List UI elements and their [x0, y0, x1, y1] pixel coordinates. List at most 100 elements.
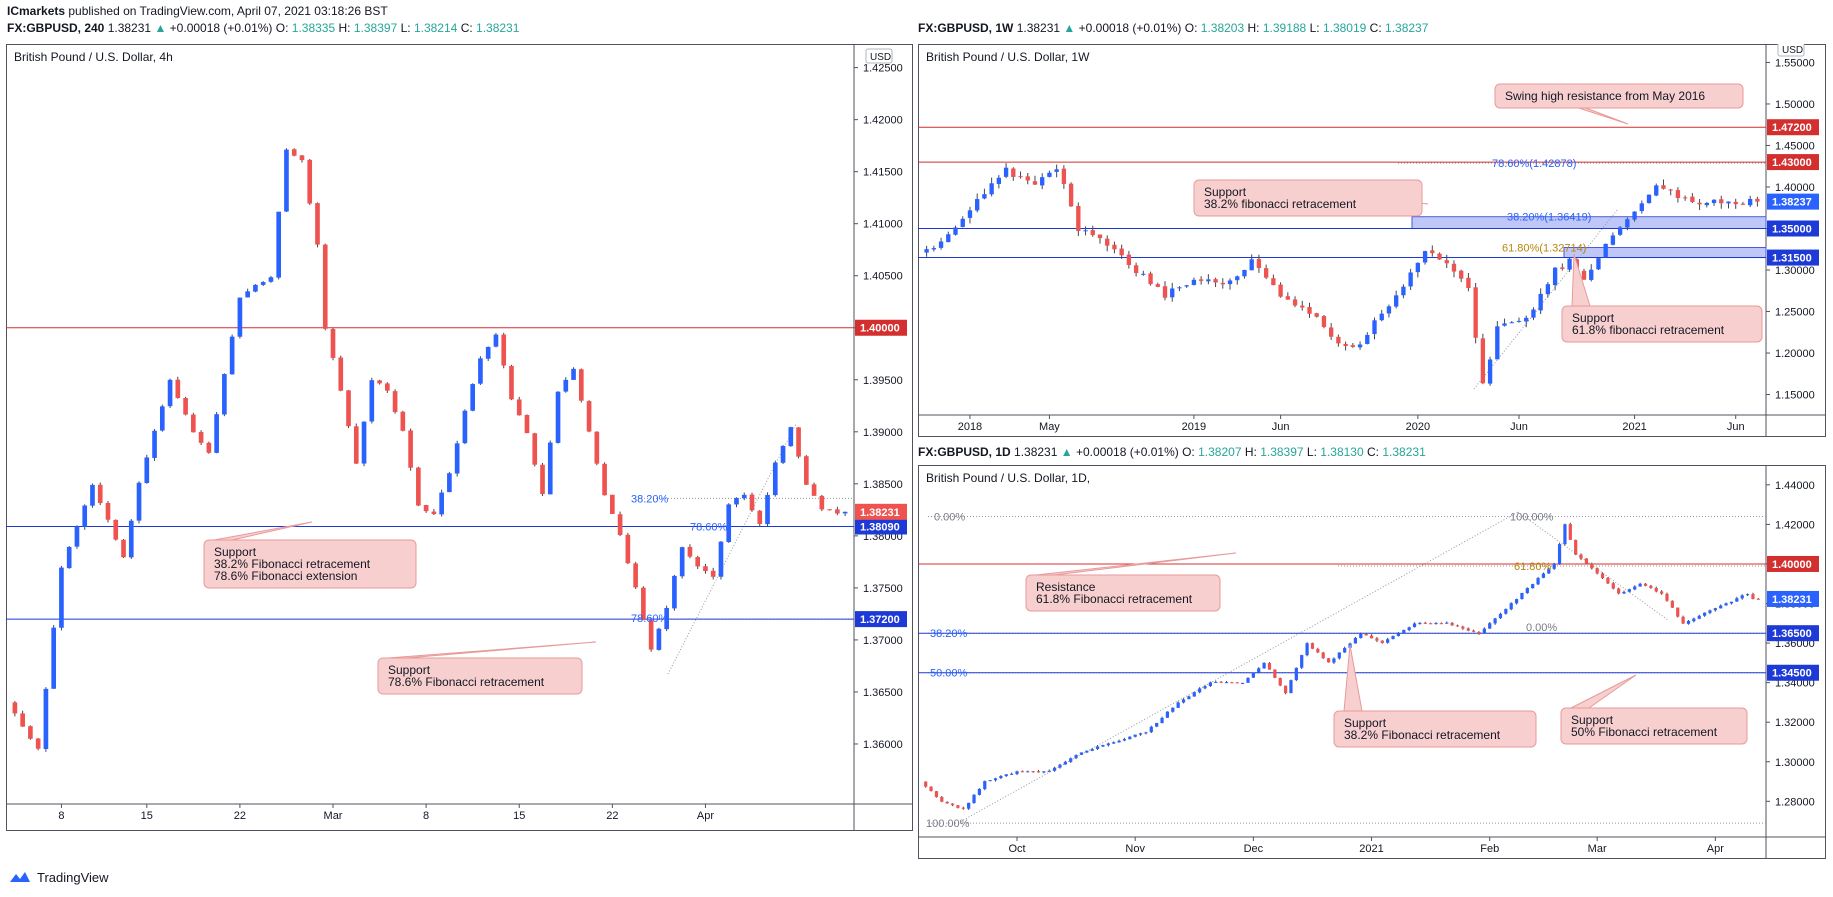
high-value: 1.39188 — [1262, 21, 1307, 35]
y-tick-label: 1.37500 — [863, 583, 903, 595]
candle-body — [749, 494, 755, 511]
x-tick-label: Jun — [1510, 421, 1528, 433]
candle-body — [1068, 183, 1074, 207]
candle-body — [315, 203, 320, 245]
candle-body — [1665, 593, 1669, 601]
y-tick-label: 1.44000 — [1775, 480, 1815, 492]
x-tick-label: 2021 — [1359, 843, 1383, 855]
currency-badge[interactable] — [865, 48, 893, 64]
candle-body — [1214, 681, 1218, 683]
candle-body — [416, 467, 421, 506]
candle-body — [1031, 771, 1035, 773]
candle-body — [1119, 248, 1124, 256]
candle-body — [1112, 742, 1116, 744]
price-level-badge-text: 1.40000 — [1772, 559, 1812, 571]
x-tick-label: 8 — [423, 810, 429, 822]
candle-body — [1332, 658, 1336, 663]
candle-body — [1670, 600, 1674, 608]
symbol-name: FX:GBPUSD, 1W — [918, 21, 1014, 35]
candle-body — [1654, 587, 1658, 592]
candle-body — [1278, 678, 1282, 686]
x-tick-label: Apr — [697, 810, 714, 822]
annotation-callout[interactable]: Swing high resistance from May 2016 — [1494, 83, 1744, 125]
candle-body — [1198, 279, 1204, 281]
candle-body — [447, 473, 452, 493]
y-tick-label: 1.41500 — [863, 167, 903, 179]
candle-body — [1445, 622, 1449, 624]
callout-box — [1025, 574, 1221, 612]
x-tick-label: 2019 — [1182, 421, 1206, 433]
candle-body — [1256, 259, 1262, 269]
candle-body — [1300, 305, 1305, 308]
candle-body — [1162, 286, 1168, 298]
candle-body — [1595, 568, 1599, 574]
candle-body — [1357, 344, 1363, 348]
candle-body — [571, 368, 576, 380]
candle-body — [1015, 771, 1019, 774]
candle-body — [811, 484, 817, 496]
candle-body — [1369, 635, 1374, 639]
candle-body — [1040, 177, 1045, 186]
candle-body — [578, 369, 584, 401]
candle-body — [206, 442, 212, 453]
chart-4h-panel[interactable]: British Pound / U.S. Dollar, 4h USD1.4250… — [6, 44, 913, 831]
callout-pointer — [1343, 644, 1363, 712]
candle-body — [1589, 269, 1594, 280]
candle-body — [703, 566, 708, 572]
candle-body — [1606, 577, 1610, 584]
candle-body — [1133, 265, 1139, 274]
candle-body — [1713, 608, 1717, 611]
tradingview-logo-text: TradingView — [37, 869, 109, 885]
candle-body — [938, 241, 944, 248]
candle-body — [1509, 603, 1513, 610]
candle-body — [1069, 758, 1073, 762]
price-level-badge-text: 1.40000 — [860, 323, 900, 335]
candle-body — [307, 159, 313, 204]
fib-level-label: 50.00% — [930, 668, 968, 680]
candle-body — [1076, 205, 1081, 232]
fib-level-label: 61.80%(1.32714) — [1502, 243, 1586, 255]
candle-body — [1632, 211, 1637, 220]
candle-body — [276, 211, 282, 278]
fib-level-label: 78.60%(1.42878) — [1492, 158, 1576, 170]
last-price-badge-text: 1.38237 — [1772, 197, 1812, 209]
chart-daily-panel[interactable]: British Pound / U.S. Dollar, 1D, 1.44000 1… — [918, 465, 1826, 859]
tradingview-logo[interactable]: TradingView — [7, 869, 109, 885]
o-label: O: — [275, 21, 289, 35]
candle-body — [1391, 636, 1395, 639]
candle-body — [1117, 740, 1121, 743]
chart-weekly-panel[interactable]: British Pound / U.S. Dollar, 1W USD1.5500… — [918, 44, 1826, 437]
fib-level-label: 100.00% — [926, 818, 970, 830]
callout-text: Support — [1572, 311, 1615, 325]
candle-body — [478, 358, 483, 384]
candle-body — [82, 505, 88, 527]
y-tick-label: 1.28000 — [1775, 796, 1815, 808]
candle-body — [377, 380, 382, 384]
low-value: 1.38214 — [413, 21, 458, 35]
currency-badge[interactable] — [1777, 44, 1805, 57]
candle-body — [1285, 296, 1290, 300]
candle-body — [1219, 681, 1223, 683]
price-level-badge — [1767, 625, 1819, 642]
candle-body — [765, 494, 770, 525]
candle-body — [1751, 594, 1755, 599]
publisher-name[interactable]: ICmarkets — [7, 4, 66, 18]
candle-body — [1429, 623, 1433, 625]
fib-zone — [1563, 247, 1767, 259]
callout-pointer — [1571, 253, 1591, 307]
candle-body — [1004, 774, 1008, 777]
candle-body — [1704, 202, 1709, 206]
candle-body — [1246, 677, 1250, 683]
x-tick-label: May — [1039, 421, 1060, 433]
candle-body — [1471, 630, 1476, 632]
candle-body — [1025, 176, 1030, 181]
fib-trend-line — [1517, 511, 1669, 621]
candle-body — [975, 199, 980, 211]
